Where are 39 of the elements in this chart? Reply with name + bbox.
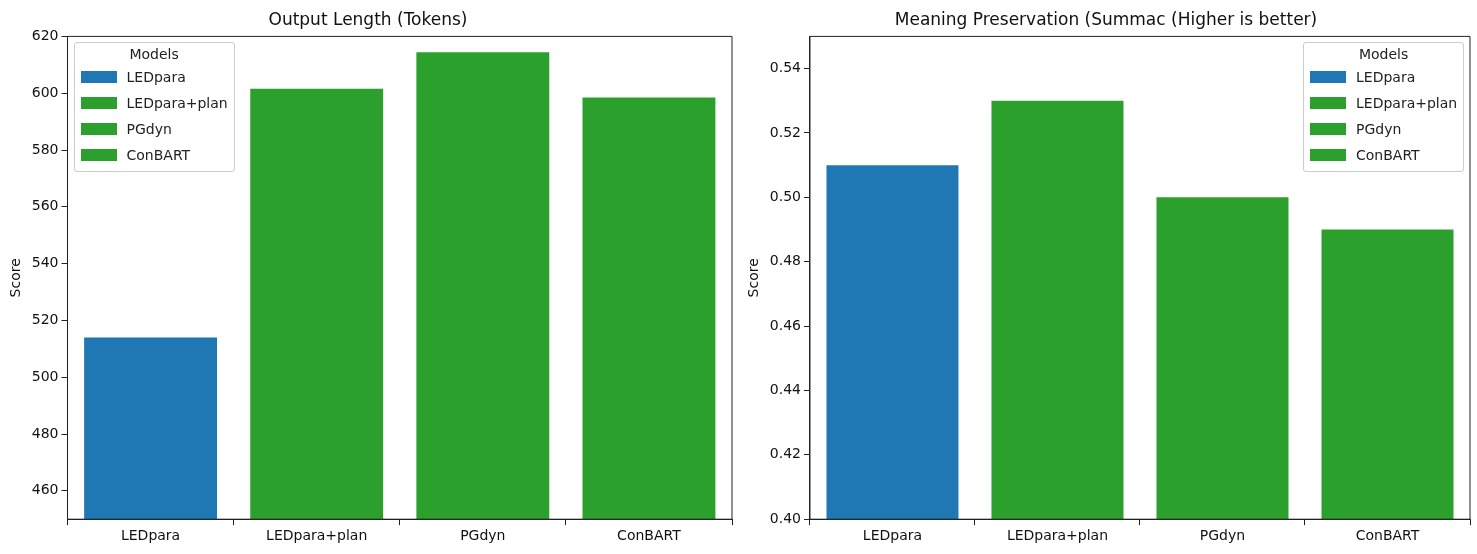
chart-title: Output Length (Tokens) [268, 8, 468, 29]
legend-label: LEDpara [1356, 69, 1416, 86]
y-tick-label: 520 [31, 311, 59, 328]
y-tick-label: 0.42 [769, 445, 801, 462]
x-tick-label: PGdyn [460, 527, 506, 544]
y-tick-label: 620 [31, 27, 59, 44]
y-tick-label: 460 [31, 481, 59, 498]
legend-label: LEDpara+plan [126, 95, 228, 112]
y-tick-label: 0.52 [769, 123, 801, 140]
y-tick-label: 0.48 [769, 252, 801, 269]
x-tick-label: ConBART [1355, 527, 1420, 544]
legend-label: ConBART [126, 147, 191, 164]
chart-title: Meaning Preservation (Summac (Higher is better) [894, 8, 1318, 29]
y-tick-label: 580 [31, 140, 59, 157]
x-tick-label: PGdyn [1199, 527, 1246, 544]
y-axis-title: Score [7, 258, 24, 298]
legend-title: Models [1357, 46, 1410, 63]
legend-title: Models [128, 46, 180, 63]
y-tick-label: 0.50 [769, 187, 801, 204]
y-tick-label: 540 [31, 254, 59, 271]
x-tick-label: LEDpara+plan [1006, 527, 1109, 544]
y-tick-label: 0.54 [769, 59, 802, 76]
x-tick-label: LEDpara+plan [266, 527, 368, 544]
legend-label: ConBART [1356, 147, 1420, 164]
y-tick-label: 0.40 [769, 509, 801, 526]
x-tick-label: LEDpara [120, 527, 181, 544]
y-tick-label: 560 [31, 197, 59, 214]
y-tick-label: 0.44 [769, 381, 802, 398]
y-tick-label: 600 [31, 83, 59, 100]
y-tick-label: 500 [31, 367, 59, 384]
legend-label: LEDpara [126, 69, 186, 86]
y-axis-title: Score [745, 258, 762, 298]
y-tick-label: 480 [31, 424, 59, 441]
y-tick-label: 0.46 [769, 316, 802, 333]
legend-label: PGdyn [126, 121, 172, 138]
legend-label: LEDpara+plan [1356, 95, 1458, 112]
legend-label: PGdyn [1356, 121, 1402, 138]
x-tick-label: ConBART [617, 527, 682, 544]
x-tick-label: LEDpara [862, 527, 923, 544]
